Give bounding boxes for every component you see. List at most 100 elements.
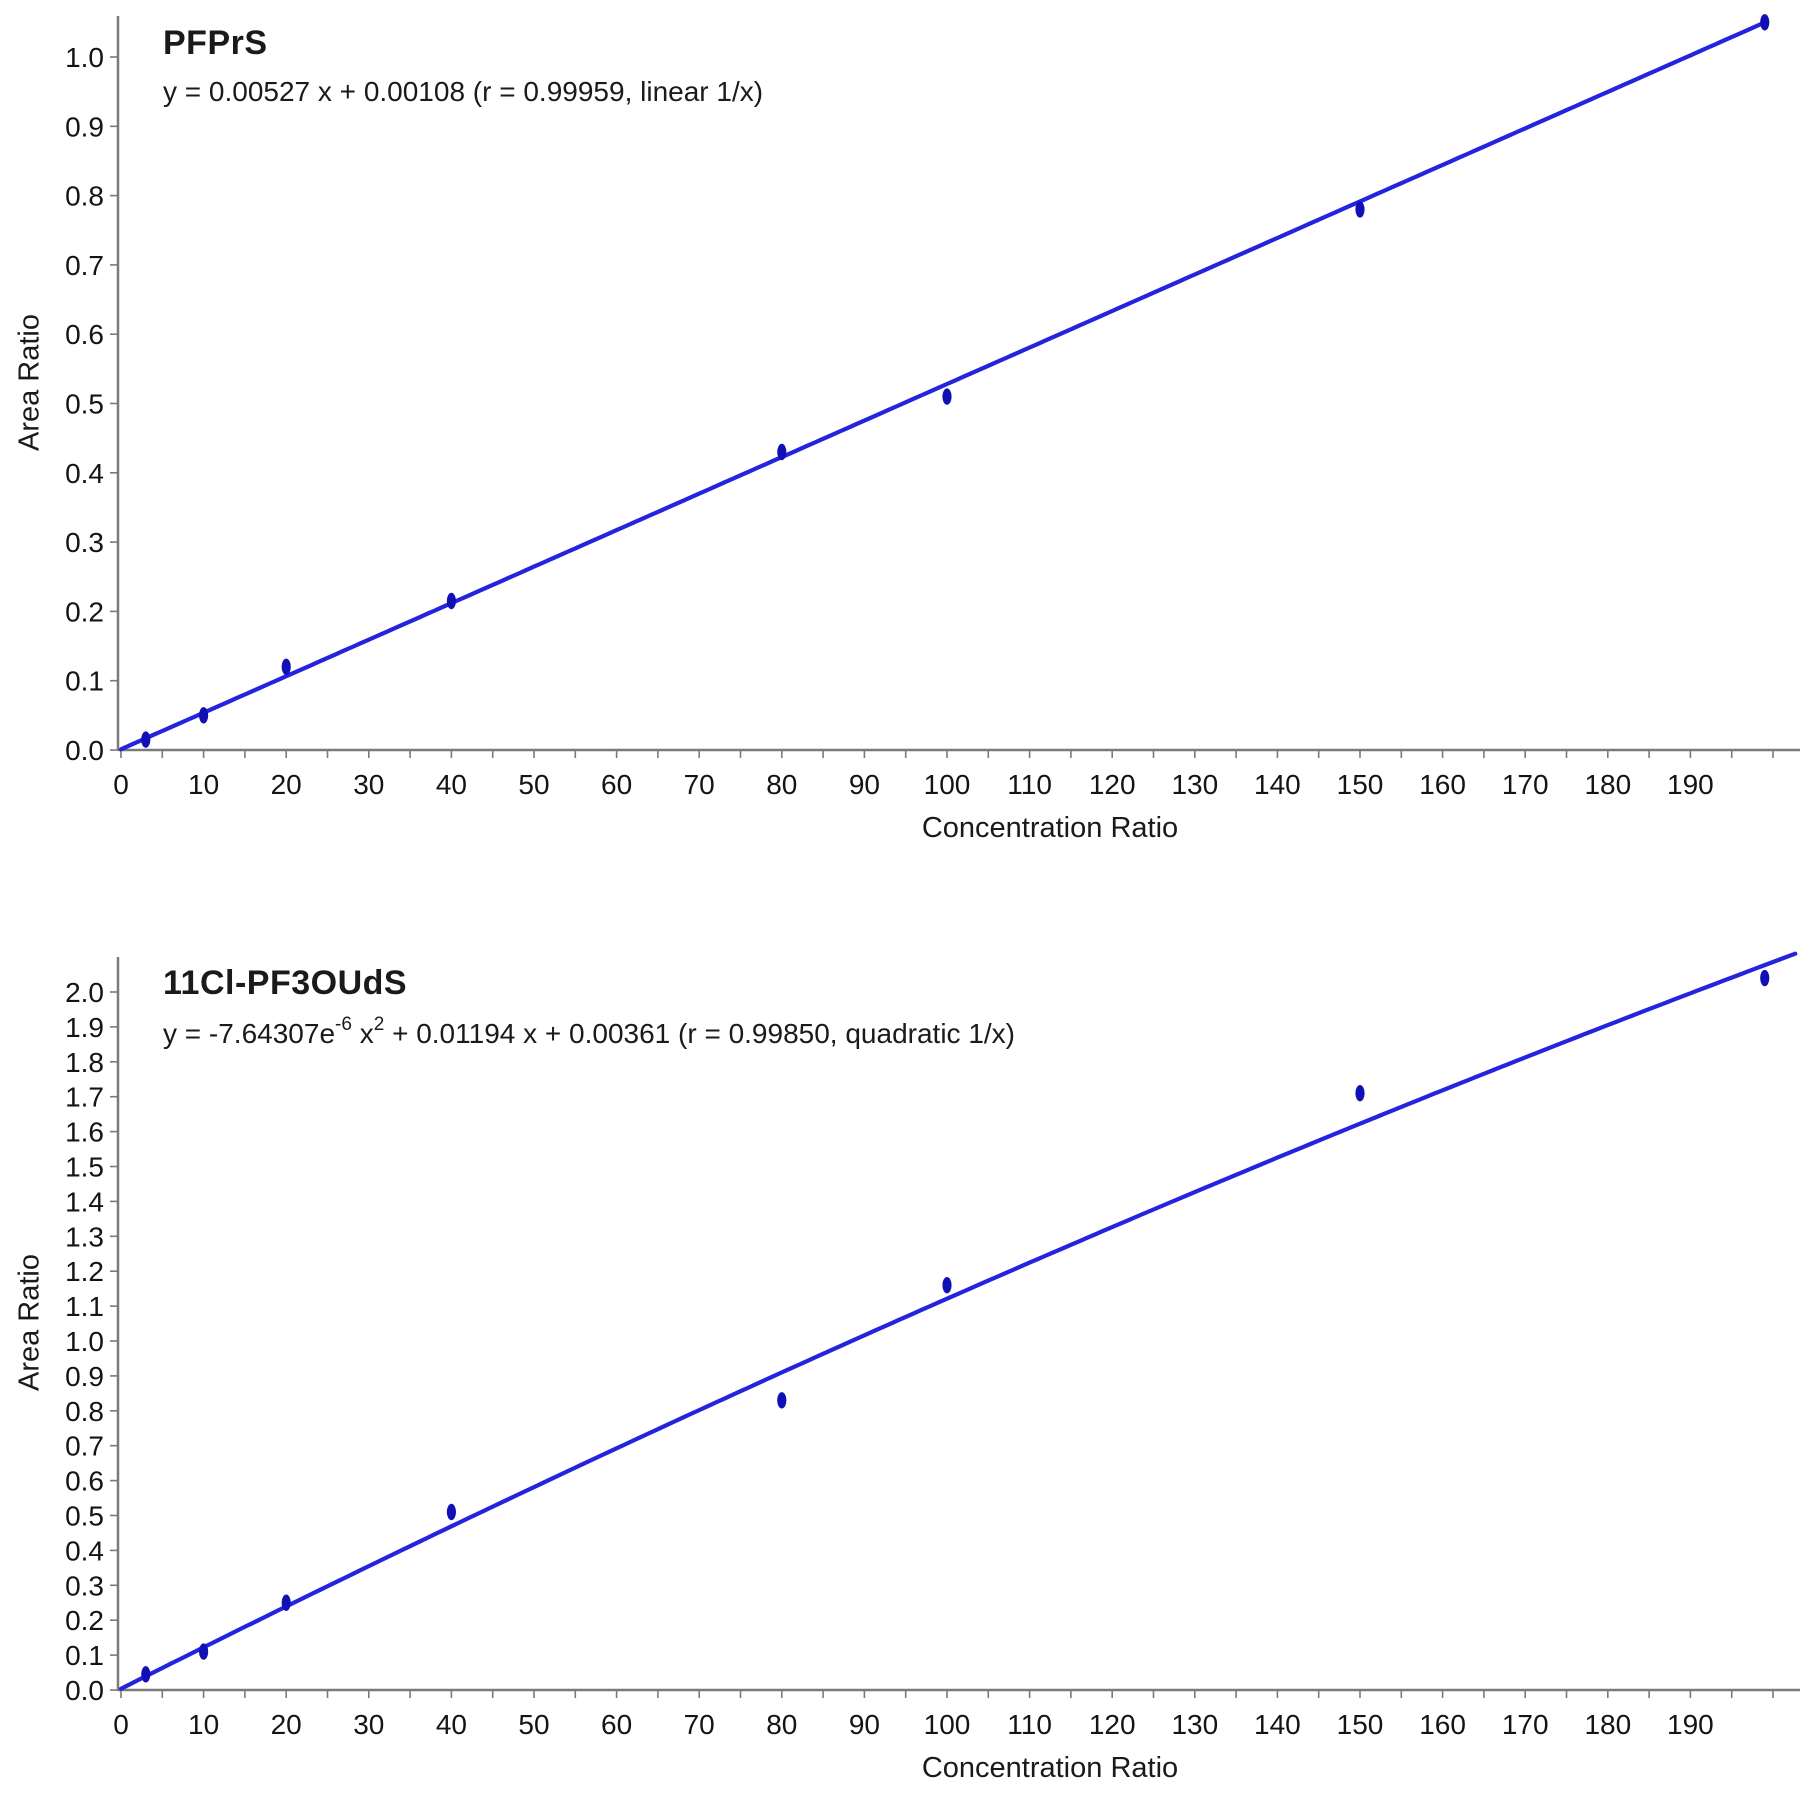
y-tick-label: 1.5	[65, 1152, 104, 1183]
x-tick-label: 150	[1337, 769, 1384, 800]
x-tick-label: 60	[601, 1709, 632, 1740]
chart1-y-axis-label: Area Ratio	[13, 314, 46, 452]
chart2-equation-part: + 0.01194 x + 0.00361 (r = 0.99850, quad…	[384, 1018, 1015, 1049]
x-tick-label: 120	[1089, 769, 1136, 800]
x-tick-label: 10	[188, 1709, 219, 1740]
x-tick-label: 130	[1171, 1709, 1218, 1740]
y-tick-label: 1.3	[65, 1221, 104, 1252]
data-point-marker	[281, 1594, 291, 1611]
x-tick-label: 40	[436, 769, 467, 800]
y-tick-label: 0.6	[65, 1466, 104, 1497]
x-tick-label: 110	[1007, 769, 1052, 800]
x-tick-label: 80	[766, 769, 797, 800]
y-tick-label: 0.1	[65, 1640, 104, 1671]
data-point-marker	[1355, 201, 1365, 218]
data-point-marker	[942, 388, 952, 405]
x-tick-label: 50	[518, 769, 549, 800]
x-tick-label: 20	[271, 1709, 302, 1740]
x-tick-label: 120	[1089, 1709, 1136, 1740]
data-point-marker	[141, 1666, 151, 1683]
chart2-equation-part: y = -7.64307e	[163, 1018, 336, 1049]
data-point-marker	[199, 707, 209, 724]
y-tick-label: 1.0	[65, 42, 104, 73]
x-tick-label: 150	[1337, 1709, 1384, 1740]
data-point-marker	[141, 731, 151, 748]
y-tick-label: 0.2	[65, 596, 104, 627]
chart2-equation-sup-square: 2	[373, 1014, 385, 1035]
y-tick-label: 0.0	[65, 735, 104, 766]
y-tick-label: 1.1	[65, 1291, 104, 1322]
chart2-x-axis-label: Concentration Ratio	[921, 1752, 1179, 1784]
x-tick-label: 180	[1584, 1709, 1631, 1740]
y-tick-label: 0.4	[65, 1535, 104, 1566]
x-tick-label: 170	[1502, 769, 1549, 800]
x-tick-label: 80	[766, 1709, 797, 1740]
y-tick-label: 1.9	[65, 1012, 104, 1043]
x-tick-label: 30	[353, 1709, 384, 1740]
y-tick-label: 0.8	[65, 181, 104, 212]
y-tick-label: 1.6	[65, 1117, 104, 1148]
data-point-marker	[281, 658, 291, 676]
x-tick-label: 0	[113, 1709, 129, 1740]
x-tick-label: 160	[1419, 1709, 1466, 1740]
x-tick-label: 10	[188, 769, 219, 800]
x-tick-label: 170	[1502, 1709, 1549, 1740]
data-point-marker	[777, 443, 787, 461]
x-tick-label: 160	[1419, 769, 1466, 800]
y-tick-label: 0.5	[65, 1501, 104, 1532]
y-tick-label: 0.3	[65, 527, 104, 558]
data-point-marker	[777, 1392, 787, 1409]
x-tick-label: 100	[924, 1709, 971, 1740]
x-tick-label: 90	[849, 769, 880, 800]
y-tick-label: 0.7	[65, 250, 104, 281]
y-tick-label: 0.2	[65, 1605, 104, 1636]
chart1-title: PFPrS	[163, 24, 268, 62]
x-tick-label: 30	[353, 769, 384, 800]
data-point-marker	[1355, 1085, 1365, 1102]
y-tick-label: 0.6	[65, 319, 104, 350]
chart1-equation: y = 0.00527 x + 0.00108 (r = 0.99959, li…	[163, 76, 763, 108]
x-tick-label: 70	[684, 1709, 715, 1740]
x-tick-label: 40	[436, 1709, 467, 1740]
x-tick-label: 140	[1254, 1709, 1301, 1740]
chart2-y-axis-label: Area Ratio	[13, 1254, 46, 1392]
chart2-title: 11Cl-PF3OUdS	[163, 964, 408, 1002]
chart2-equation-sup-exponent: -6	[335, 1014, 352, 1035]
x-tick-label: 130	[1171, 769, 1218, 800]
data-point-marker	[1760, 14, 1770, 31]
x-tick-label: 0	[113, 769, 129, 800]
y-tick-label: 0.9	[65, 111, 104, 142]
x-tick-label: 140	[1254, 769, 1301, 800]
y-tick-label: 0.5	[65, 389, 104, 420]
data-point-marker	[1760, 969, 1770, 987]
y-tick-label: 1.0	[65, 1326, 104, 1357]
calibration-fit-line	[118, 19, 1770, 752]
x-tick-label: 90	[849, 1709, 880, 1740]
data-point-marker	[446, 1503, 456, 1521]
y-tick-label: 0.7	[65, 1431, 104, 1462]
y-tick-label: 0.8	[65, 1396, 104, 1427]
y-tick-label: 0.9	[65, 1361, 104, 1392]
x-tick-label: 50	[518, 1709, 549, 1740]
x-tick-label: 190	[1667, 769, 1714, 800]
y-tick-label: 1.8	[65, 1047, 104, 1078]
y-tick-label: 1.7	[65, 1082, 104, 1113]
chart2-equation: y = -7.64307e-6 x2 + 0.01194 x + 0.00361…	[163, 1014, 1015, 1050]
y-tick-label: 0.0	[65, 1675, 104, 1706]
y-tick-label: 1.4	[65, 1186, 104, 1217]
data-point-marker	[446, 592, 456, 610]
y-tick-label: 2.0	[65, 977, 104, 1008]
chart1-equation-text: y = 0.00527 x + 0.00108 (r = 0.99959, li…	[163, 76, 764, 107]
data-point-marker	[199, 1643, 209, 1660]
x-tick-label: 60	[601, 769, 632, 800]
x-tick-label: 100	[924, 769, 971, 800]
x-tick-label: 190	[1667, 1709, 1714, 1740]
x-tick-label: 110	[1007, 1709, 1052, 1740]
x-tick-label: 180	[1584, 769, 1631, 800]
y-tick-label: 0.3	[65, 1570, 104, 1601]
data-point-marker	[942, 1276, 952, 1294]
x-tick-label: 20	[271, 769, 302, 800]
chart1-x-axis-label: Concentration Ratio	[921, 812, 1179, 844]
